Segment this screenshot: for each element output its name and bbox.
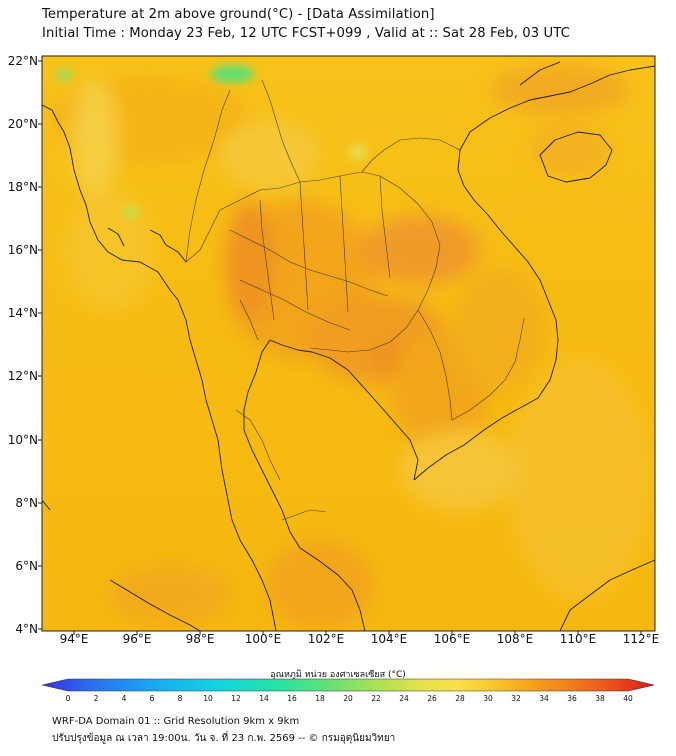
lon-label: 104°E [370,632,408,646]
colorbar-tick-label: 36 [567,694,577,703]
colorbar-tick-label: 20 [343,694,353,703]
colorbar-tick-label: 0 [65,694,71,703]
footer-domain-info: WRF-DA Domain 01 :: Grid Resolution 9km … [52,716,300,727]
lat-label: 10°N [7,433,38,447]
lat-label: 4°N [15,622,38,636]
lat-label: 6°N [15,559,38,573]
lat-label: 16°N [7,243,38,257]
lon-label: 112°E [622,632,660,646]
colorbar-tick-label: 22 [371,694,381,703]
lat-label: 14°N [7,306,38,320]
map-frame [41,55,656,632]
lon-label: 100°E [244,632,282,646]
colorbar-tick-label: 4 [121,694,127,703]
colorbar-tick-label: 40 [623,694,633,703]
lon-label: 106°E [433,632,471,646]
colorbar-tick-label: 30 [483,694,493,703]
lon-label: 102°E [307,632,345,646]
lon-label: 94°E [59,632,89,646]
chart-title: Temperature at 2m above ground(°C) - [Da… [42,7,435,22]
colorbar [41,678,655,692]
admin-boundaries [185,79,525,521]
colorbar-tick-label: 32 [511,694,521,703]
colorbar-tick-label: 34 [539,694,549,703]
chart-subtitle: Initial Time : Monday 23 Feb, 12 UTC FCS… [42,26,570,41]
colorbar-tick-label: 12 [231,694,241,703]
colorbar-tick-label: 38 [595,694,605,703]
footer-update-info: ปรับปรุงข้อมูล ณ เวลา 19:00น. วัน จ. ที่… [52,733,396,744]
colorbar-ramp [41,678,655,692]
colorbar-tick-label: 18 [315,694,325,703]
colorbar-tick-label: 26 [427,694,437,703]
colorbar-tick-label: 6 [149,694,155,703]
colorbar-title: อุณหภูมิ หน่วย องศาเซลเซียส (°C) [270,670,406,680]
lat-label: 20°N [7,117,38,131]
lat-label: 22°N [7,54,38,68]
lon-label: 108°E [496,632,534,646]
lon-label: 96°E [122,632,152,646]
temperature-map [38,55,656,635]
colorbar-tick-label: 8 [177,694,183,703]
colorbar-tick-label: 2 [93,694,99,703]
lon-label: 98°E [185,632,215,646]
lon-label: 110°E [559,632,597,646]
colorbar-tick-label: 14 [259,694,269,703]
colorbar-tick-label: 24 [399,694,409,703]
lat-label: 8°N [15,496,38,510]
colorbar-tick-label: 28 [455,694,465,703]
colorbar-tick-label: 16 [287,694,297,703]
lat-label: 18°N [7,180,38,194]
colorbar-tick-label: 10 [203,694,213,703]
coastlines [42,61,655,631]
lat-label: 12°N [7,369,38,383]
